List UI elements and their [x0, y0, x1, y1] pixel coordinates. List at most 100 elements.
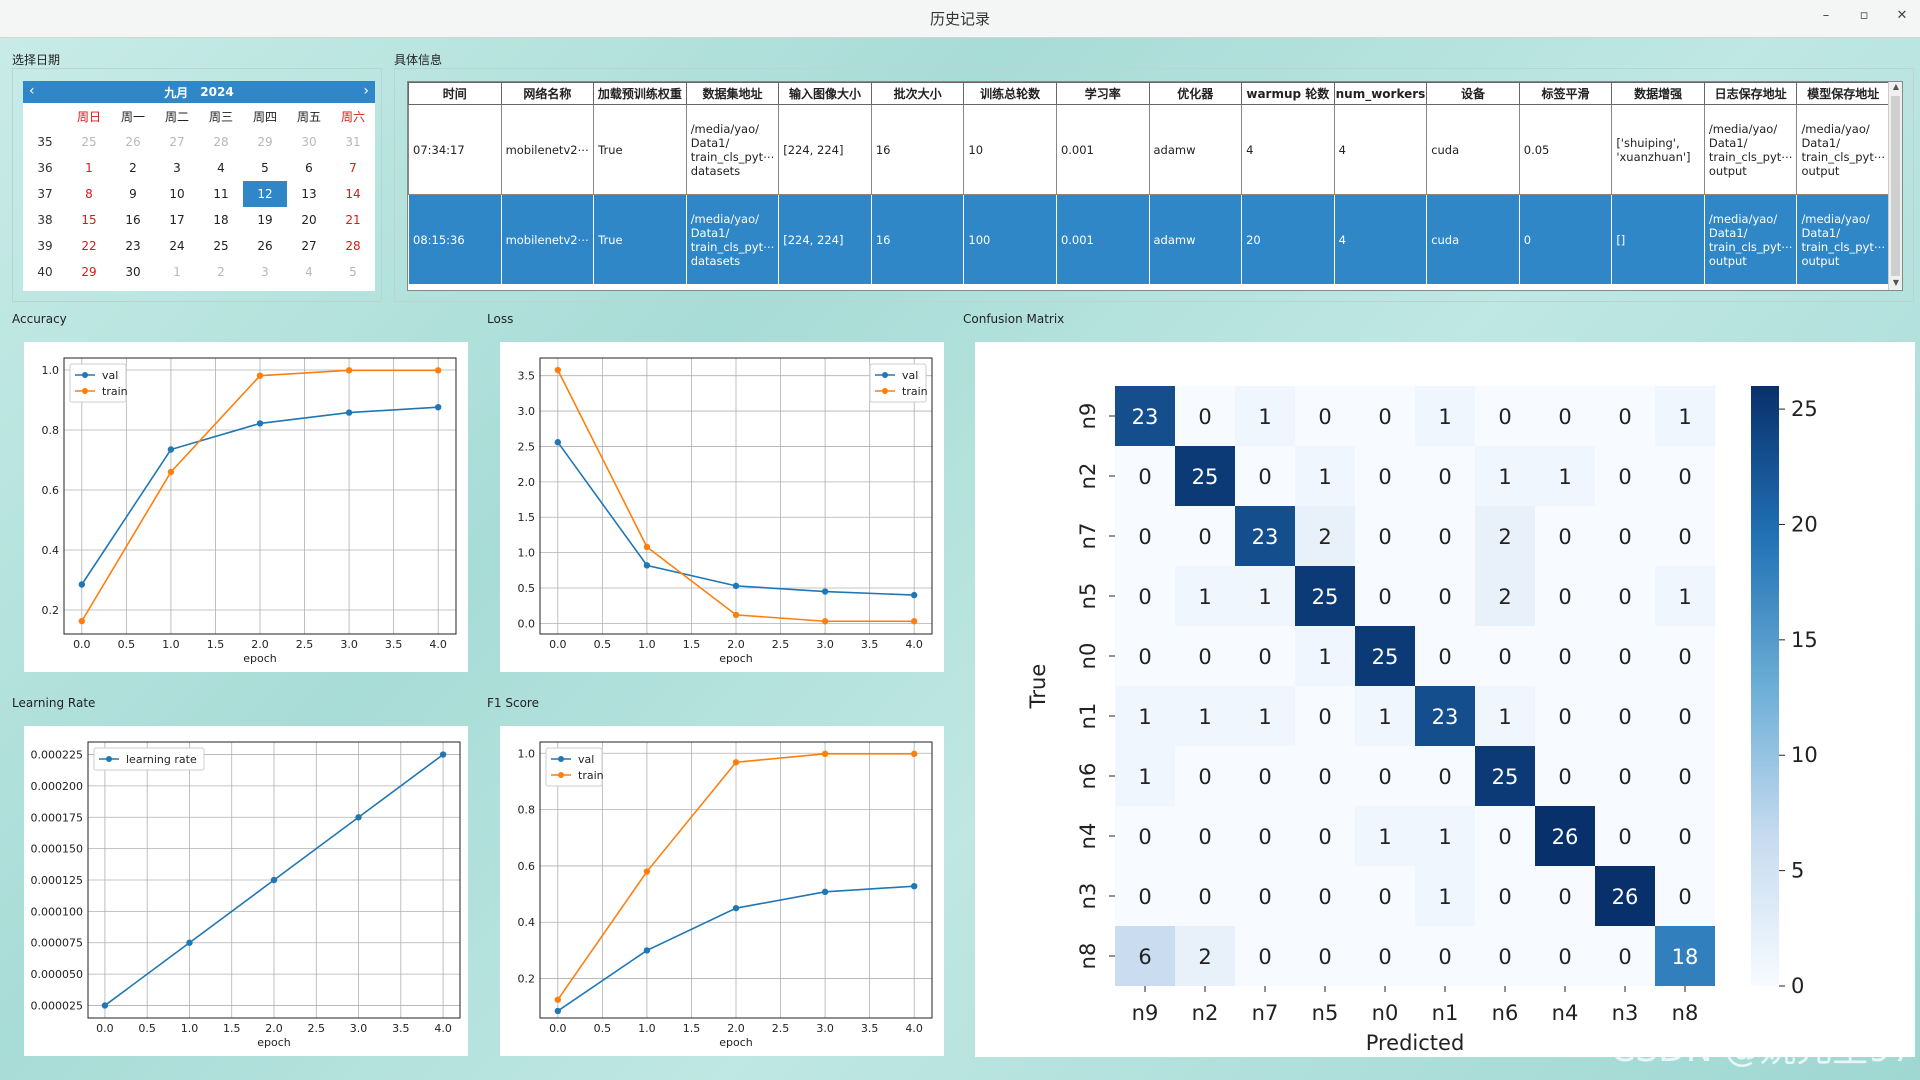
- scroll-up-icon[interactable]: ▲: [1892, 82, 1900, 91]
- calendar-day[interactable]: 28: [345, 239, 361, 253]
- calendar-day[interactable]: 26: [125, 135, 141, 149]
- table-column-header[interactable]: num_workers: [1333, 82, 1428, 105]
- calendar-day[interactable]: 15: [81, 213, 97, 227]
- calendar-day[interactable]: 19: [257, 213, 273, 227]
- calendar-month[interactable]: 九月: [164, 85, 189, 100]
- calendar-day[interactable]: 17: [169, 213, 185, 227]
- table-cell[interactable]: /media/yao/ Data1/ train_cls_pyt⋯ output: [1796, 104, 1890, 195]
- calendar-day[interactable]: 4: [305, 265, 313, 279]
- table-cell[interactable]: mobilenetv2⋯: [500, 194, 595, 285]
- table-cell[interactable]: 16: [870, 194, 965, 285]
- calendar-day[interactable]: 3: [173, 161, 181, 175]
- table-column-header[interactable]: warmup 轮数: [1241, 82, 1335, 105]
- table-cell[interactable]: 0.001: [1055, 194, 1150, 285]
- table-cell[interactable]: /media/yao/ Data1/ train_cls_pyt⋯ output: [1703, 194, 1798, 285]
- calendar-day[interactable]: 28: [213, 135, 229, 149]
- table-cell[interactable]: /media/yao/ Data1/ train_cls_pyt⋯ output: [1703, 104, 1798, 195]
- table-cell[interactable]: 0: [1518, 194, 1613, 285]
- next-month-icon[interactable]: ›: [363, 83, 369, 99]
- table-cell[interactable]: ['shuiping', 'xuanzhuan']: [1611, 104, 1705, 195]
- table-column-header[interactable]: 网络名称: [500, 82, 595, 105]
- calendar-day[interactable]: 18: [213, 213, 229, 227]
- table-cell[interactable]: 100: [963, 194, 1057, 285]
- maximize-icon[interactable]: ▫: [1859, 8, 1869, 23]
- calendar-day[interactable]: 20: [301, 213, 317, 227]
- calendar-day[interactable]: 30: [125, 265, 141, 279]
- calendar-day[interactable]: 13: [301, 187, 317, 201]
- calendar-day[interactable]: 27: [169, 135, 185, 149]
- calendar-day[interactable]: 9: [129, 187, 137, 201]
- calendar-day[interactable]: 30: [301, 135, 317, 149]
- table-column-header[interactable]: 训练总轮数: [963, 82, 1057, 105]
- minimize-icon[interactable]: –: [1822, 8, 1830, 23]
- calendar-day[interactable]: 1: [85, 161, 93, 175]
- calendar-day[interactable]: 5: [349, 265, 357, 279]
- table-cell[interactable]: 4: [1333, 104, 1428, 195]
- table-column-header[interactable]: 模型保存地址: [1796, 82, 1890, 105]
- calendar-day[interactable]: 6: [305, 161, 313, 175]
- calendar-day[interactable]: 29: [257, 135, 273, 149]
- table-cell[interactable]: /media/yao/ Data1/ train_cls_pyt⋯ output: [1796, 194, 1890, 285]
- scrollbar-thumb[interactable]: [1891, 96, 1900, 276]
- table-cell[interactable]: 0.001: [1055, 104, 1150, 195]
- table-cell[interactable]: mobilenetv2⋯: [500, 104, 595, 195]
- table-cell[interactable]: [224, 224]: [778, 104, 872, 195]
- prev-month-icon[interactable]: ‹: [29, 83, 35, 99]
- table-cell[interactable]: 16: [870, 104, 965, 195]
- calendar-day[interactable]: 11: [213, 187, 229, 201]
- table-cell[interactable]: 07:34:17: [408, 104, 502, 195]
- table-row[interactable]: 07:34:17 mobilenetv2⋯ True/media/yao/ Data…: [408, 104, 1890, 195]
- table-column-header[interactable]: 标签平滑: [1518, 82, 1613, 105]
- table-column-header[interactable]: 数据增强: [1611, 82, 1705, 105]
- table-cell[interactable]: 08:15:36: [408, 194, 502, 285]
- table-column-header[interactable]: 时间: [408, 82, 502, 105]
- table-cell[interactable]: adamw: [1148, 194, 1243, 285]
- table-cell[interactable]: 0.05: [1518, 104, 1613, 195]
- calendar-day[interactable]: 10: [169, 187, 185, 201]
- table-cell[interactable]: cuda: [1426, 194, 1520, 285]
- table-column-header[interactable]: 设备: [1426, 82, 1520, 105]
- table-cell[interactable]: cuda: [1426, 104, 1520, 195]
- table-cell[interactable]: 4: [1241, 104, 1335, 195]
- table-row[interactable]: 08:15:36 mobilenetv2⋯ True/media/yao/ Data…: [408, 194, 1890, 285]
- calendar-day[interactable]: 12: [243, 181, 287, 207]
- table-cell[interactable]: [224, 224]: [778, 194, 872, 285]
- table-column-header[interactable]: 优化器: [1148, 82, 1243, 105]
- calendar-day[interactable]: 2: [129, 161, 137, 175]
- calendar-day[interactable]: 14: [345, 187, 361, 201]
- calendar-day[interactable]: 22: [81, 239, 97, 253]
- table-cell[interactable]: True: [593, 194, 687, 285]
- table-scrollbar[interactable]: ▲ ▼: [1888, 82, 1902, 290]
- calendar-day[interactable]: 5: [261, 161, 269, 175]
- table-column-header[interactable]: 学习率: [1055, 82, 1150, 105]
- calendar-day[interactable]: 25: [81, 135, 97, 149]
- calendar-day[interactable]: 1: [173, 265, 181, 279]
- calendar-day[interactable]: 8: [85, 187, 93, 201]
- table-column-header[interactable]: 批次大小: [870, 82, 965, 105]
- table-cell[interactable]: 20: [1241, 194, 1335, 285]
- calendar-day[interactable]: 3: [261, 265, 269, 279]
- calendar-day[interactable]: 16: [125, 213, 141, 227]
- table-column-header[interactable]: 加载预训练权重: [593, 82, 687, 105]
- table-cell[interactable]: 10: [963, 104, 1057, 195]
- table-cell[interactable]: adamw: [1148, 104, 1243, 195]
- calendar-day[interactable]: 31: [345, 135, 361, 149]
- table-cell[interactable]: 4: [1333, 194, 1428, 285]
- calendar-day[interactable]: 25: [213, 239, 229, 253]
- calendar-day[interactable]: 23: [125, 239, 141, 253]
- table-column-header[interactable]: 数据集地址: [685, 82, 780, 105]
- table-column-header[interactable]: 输入图像大小: [778, 82, 872, 105]
- calendar-day[interactable]: 4: [217, 161, 225, 175]
- table-cell[interactable]: /media/yao/ Data1/ train_cls_pyt⋯ datase…: [685, 194, 780, 285]
- calendar-year[interactable]: 2024: [200, 85, 234, 99]
- calendar-day[interactable]: 26: [257, 239, 273, 253]
- calendar-day[interactable]: 21: [345, 213, 361, 227]
- scroll-down-icon[interactable]: ▼: [1892, 278, 1900, 287]
- calendar-day[interactable]: 2: [217, 265, 225, 279]
- table-column-header[interactable]: 日志保存地址: [1703, 82, 1798, 105]
- table-cell[interactable]: True: [593, 104, 687, 195]
- table-cell[interactable]: /media/yao/ Data1/ train_cls_pyt⋯ datase…: [685, 104, 780, 195]
- calendar-day[interactable]: 24: [169, 239, 185, 253]
- calendar-day[interactable]: 7: [349, 161, 357, 175]
- calendar-day[interactable]: 29: [81, 265, 97, 279]
